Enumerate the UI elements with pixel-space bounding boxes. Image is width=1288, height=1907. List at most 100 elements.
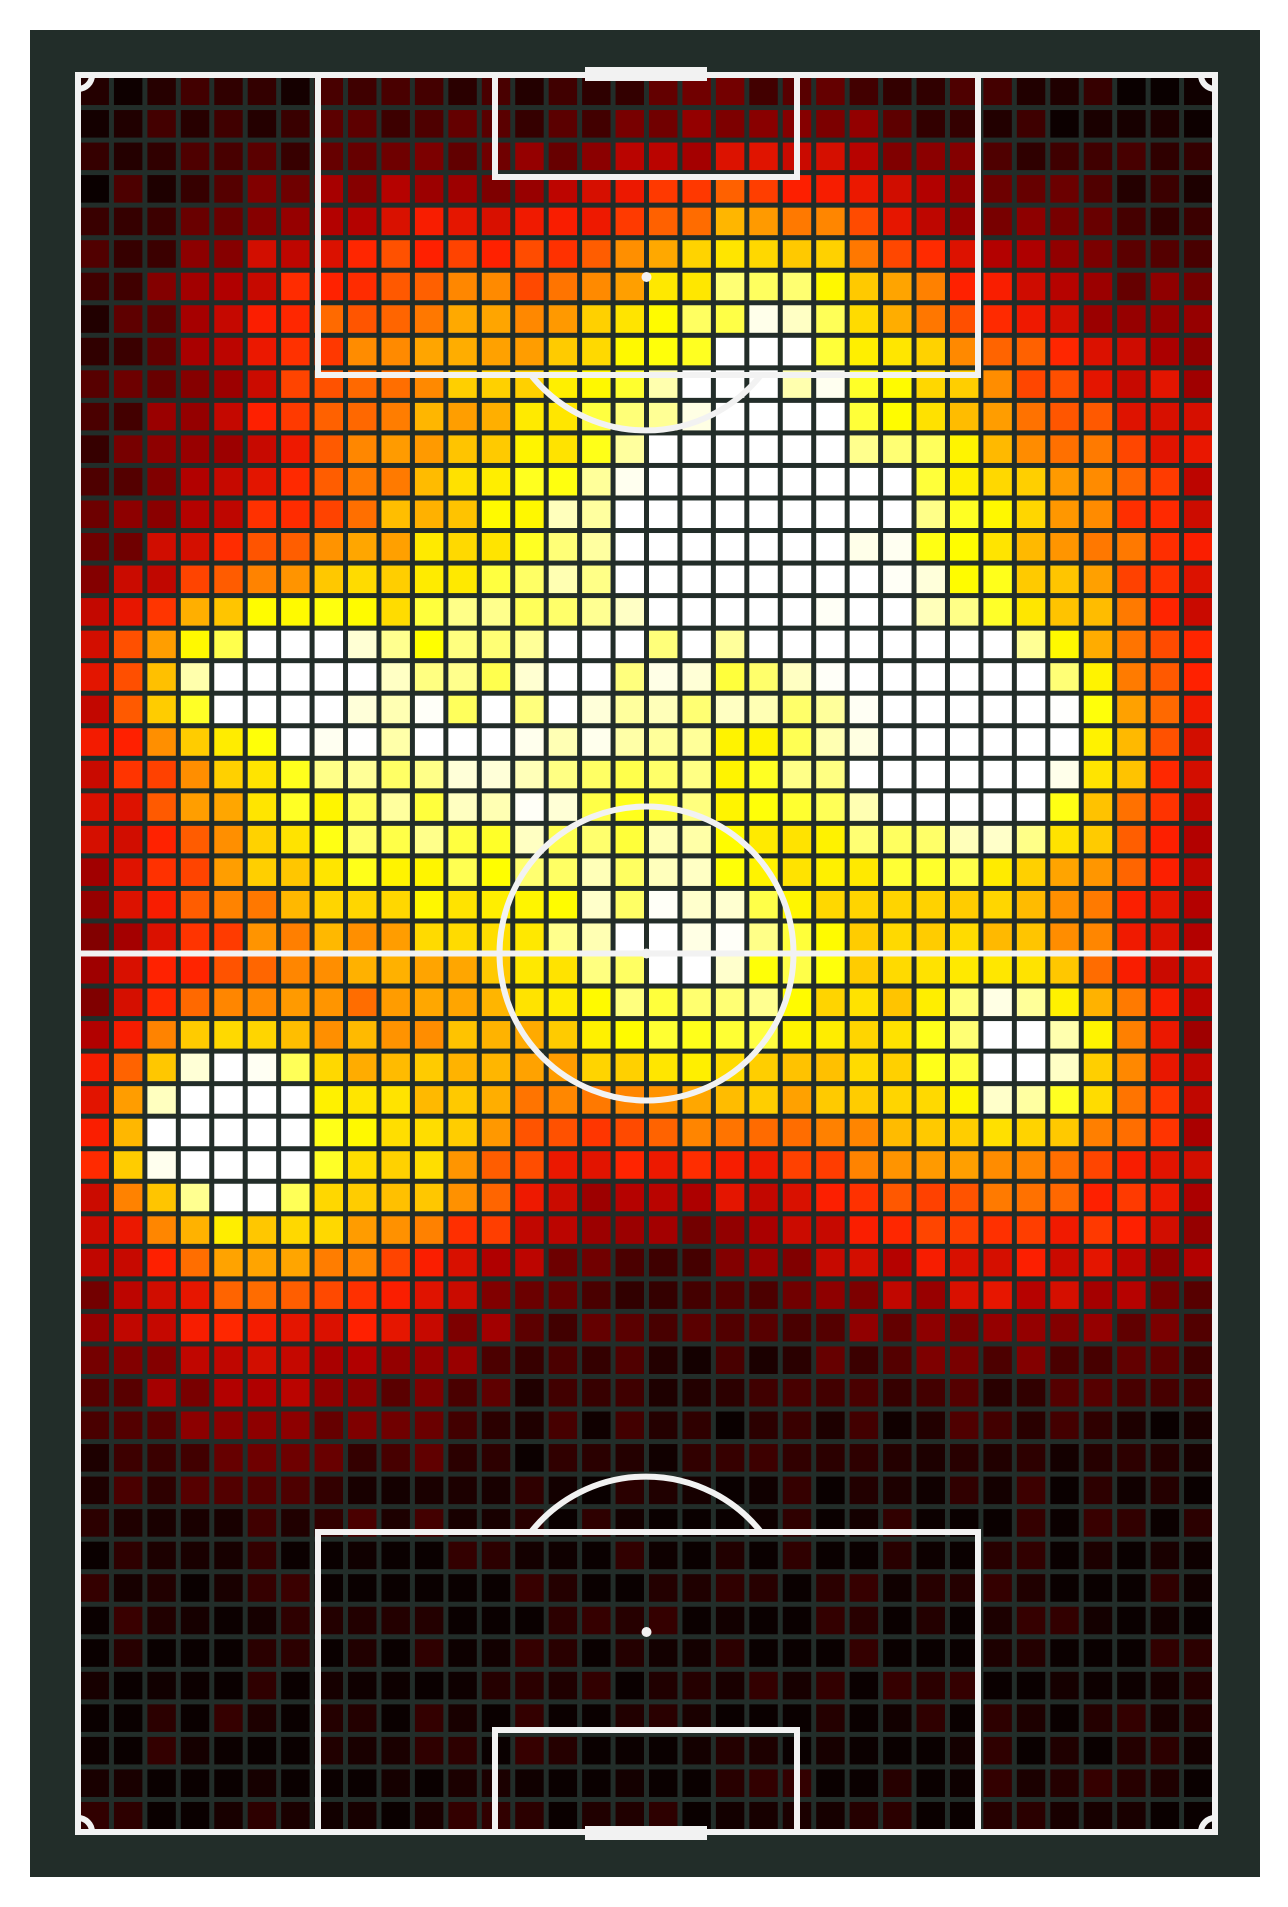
heatmap-cell [649,923,678,951]
heatmap-cell [281,1769,310,1797]
heatmap-cell [883,1248,912,1277]
heatmap-cell [1184,988,1213,1017]
heatmap-cell [180,1769,210,1797]
heatmap-cell [281,890,310,919]
heatmap-cell [1150,565,1180,594]
heatmap-cell [414,1444,444,1472]
heatmap-cell [782,305,812,333]
heatmap-cell [615,663,644,691]
heatmap-cell [381,1378,410,1407]
heatmap-cell [1016,695,1046,724]
heatmap-cell [1016,1639,1046,1667]
heatmap-cell [816,1606,845,1635]
heatmap-cell [1117,760,1146,789]
heatmap-cell [515,1736,544,1765]
heatmap-cell [180,305,210,333]
heatmap-cell [381,630,410,659]
heatmap-cell [214,695,243,724]
heatmap-cell [247,923,277,951]
heatmap-cell [381,565,410,594]
heatmap-cell [849,467,879,496]
heatmap-cell [1083,1346,1113,1374]
heatmap-cell [214,1216,243,1244]
heatmap-cell [1150,1346,1180,1374]
heatmap-cell [247,435,277,463]
heatmap-cell [381,77,410,106]
heatmap-cell [548,1183,578,1212]
heatmap-cell [281,695,310,724]
heatmap-cell [1050,500,1079,529]
heatmap-cell [1184,110,1213,138]
heatmap-cell [381,663,410,691]
heatmap-cell [147,923,176,951]
heatmap-cell [381,110,410,138]
heatmap-cell [615,1606,644,1635]
heatmap-cell [883,1086,912,1114]
heatmap-cell [615,1053,644,1082]
heatmap-cell [715,1736,745,1765]
heatmap-cell [849,1183,879,1212]
heatmap-cell [481,1021,511,1049]
heatmap-cell [381,956,410,984]
heatmap-cell [113,1183,143,1212]
heatmap-cell [649,77,678,106]
heatmap-cell [180,760,210,789]
heatmap-cell [715,1248,745,1277]
heatmap-cell [949,1053,979,1082]
heatmap-cell [1050,272,1079,301]
heatmap-cell [247,988,277,1017]
heatmap-cell [1117,1248,1146,1277]
heatmap-cell [381,1671,410,1700]
heatmap-cell [1083,1606,1113,1635]
heatmap-cell [281,1086,310,1114]
heatmap-cell [348,77,377,106]
heatmap-cell [1117,793,1146,821]
heatmap-cell [649,1378,678,1407]
heatmap-cell [916,500,945,529]
heatmap-cell [1117,175,1146,203]
heatmap-cell [281,1444,310,1472]
heatmap-cell [1016,1671,1046,1700]
heatmap-cell [448,695,477,724]
heatmap-cell [147,1086,176,1114]
heatmap-cell [548,923,578,951]
heatmap-cell [916,760,945,789]
heatmap-cell [348,110,377,138]
heatmap-cell [147,728,176,756]
heatmap-cell [80,760,109,789]
heatmap-cell [281,630,310,659]
heatmap-cell [649,207,678,236]
heatmap-cell [582,1118,611,1147]
heatmap-cell [180,1118,210,1147]
heatmap-cell [682,207,711,236]
heatmap-cell [682,663,711,691]
heatmap-cell [80,142,109,171]
heatmap-cell [615,728,644,756]
heatmap-cell [348,1281,377,1309]
heatmap-cell [782,956,812,984]
heatmap-cell [949,110,979,138]
heatmap-cell [816,142,845,171]
heatmap-cell [113,1606,143,1635]
heatmap-cell [949,305,979,333]
heatmap-cell [883,272,912,301]
heatmap-cell [1083,988,1113,1017]
heatmap-cell [481,1671,511,1700]
heatmap-cell [715,1151,745,1179]
heatmap-cell [515,533,544,561]
heatmap-cell [147,1216,176,1244]
heatmap-cell [113,1118,143,1147]
heatmap-cell [849,1411,879,1440]
heatmap-cell [816,1151,845,1179]
heatmap-cell [381,1248,410,1277]
heatmap-cell [515,77,544,106]
heatmap-cell [281,240,310,268]
heatmap-cell [113,305,143,333]
heatmap-cell [1083,207,1113,236]
heatmap-cell [682,565,711,594]
heatmap-cell [180,1606,210,1635]
corner-arc-top-left [77,74,95,92]
heatmap-cell [849,1671,879,1700]
heatmap-cell [314,1346,344,1374]
heatmap-cell [715,337,745,366]
